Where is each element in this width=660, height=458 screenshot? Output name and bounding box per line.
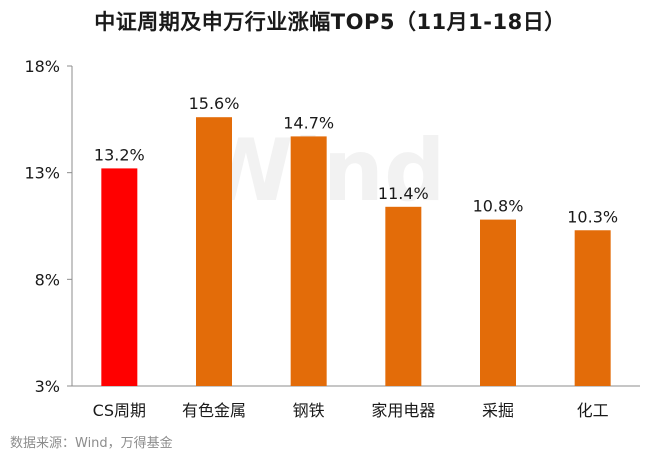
data-label: 10.3% — [567, 207, 618, 226]
x-tick-label: 钢铁 — [293, 401, 325, 420]
bar — [101, 168, 138, 386]
x-tick-label: 采掘 — [482, 401, 514, 420]
x-tick-label: 化工 — [577, 401, 609, 420]
y-tick-label: 3% — [35, 377, 60, 396]
x-tick-label: 家用电器 — [371, 401, 435, 420]
bar — [290, 136, 327, 386]
chart-title: 中证周期及申万行业涨幅TOP5（11月1-18日） — [94, 10, 566, 34]
x-tick-label: CS周期 — [93, 401, 146, 420]
y-tick-label: 13% — [24, 164, 60, 183]
bar — [196, 117, 232, 386]
bar — [385, 206, 422, 386]
data-label: 10.8% — [473, 197, 524, 216]
data-label: 13.2% — [94, 145, 145, 164]
y-tick-label: 8% — [35, 270, 60, 289]
data-label: 11.4% — [378, 184, 429, 203]
bar — [480, 219, 516, 386]
bar — [574, 230, 611, 386]
y-tick-label: 18% — [24, 57, 60, 76]
x-tick-label: 有色金属 — [182, 401, 246, 420]
data-label: 14.7% — [283, 113, 334, 132]
data-label: 15.6% — [189, 94, 240, 113]
source-note: 数据来源：Wind，万得基金 — [10, 436, 173, 451]
